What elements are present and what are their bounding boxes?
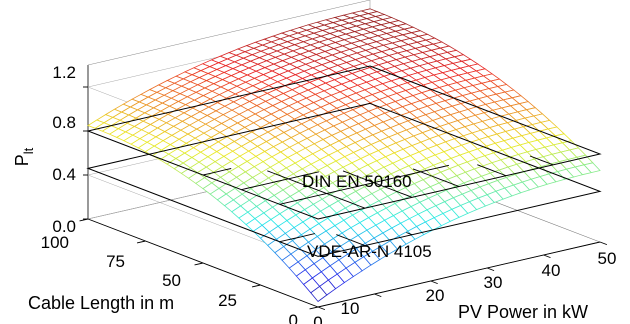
x-tick-mark: [487, 267, 495, 272]
threshold-plane-gridline: [267, 170, 366, 209]
y-tick-mark: [251, 284, 261, 288]
surface-cell: [310, 285, 328, 303]
threshold-plane-gridline: [279, 233, 316, 243]
x-axis-ticks: 0 10 20 30 40 50: [313, 249, 616, 324]
threshold-plane-gridline: [529, 155, 554, 166]
threshold-plane-gridline: [241, 171, 319, 191]
x-tick-label: 40: [542, 261, 561, 280]
x-tick-label: 30: [484, 273, 503, 292]
y-tick-label: 75: [106, 252, 125, 271]
x-axis-line: [317, 241, 601, 308]
threshold-planes: [86, 65, 602, 257]
x-tick-mark: [543, 254, 551, 259]
x-tick-label: 20: [426, 286, 445, 305]
z-tick-label: 0.4: [52, 165, 76, 184]
z-tick-label: 1.2: [52, 63, 76, 82]
surface-mesh: [87, 8, 601, 303]
z-tick-label: 0.0: [52, 217, 76, 236]
z-axis-ticks: 0.0 0.4 0.8 1.2: [52, 63, 76, 236]
din-en-50160-annotation: DIN EN 50160: [302, 172, 412, 191]
z-axis-label: Plt: [12, 147, 36, 166]
threshold-plane-gridline: [342, 170, 413, 198]
z-tick-label: 0.8: [52, 113, 76, 132]
z-axis-label-subscript: lt: [21, 147, 36, 154]
threshold-plane-gridline: [477, 164, 507, 177]
threshold-plane-gridline: [202, 168, 232, 176]
x-tick-label: 0: [313, 313, 322, 324]
x-tick-label: 10: [341, 299, 360, 318]
y-tick-label: 25: [218, 291, 237, 310]
y-tick-label: 0: [289, 311, 298, 324]
x-axis-label: PV Power in kW: [458, 302, 588, 322]
tick-marks: [79, 86, 608, 311]
y-tick-mark: [309, 306, 319, 310]
y-tick-mark: [194, 262, 204, 266]
threshold-plane-gridline: [336, 234, 366, 247]
x-tick-label: 50: [598, 249, 617, 268]
threshold-plane-outline: [86, 102, 602, 257]
x-tick-mark: [317, 306, 326, 311]
back-top-edge: [87, 0, 371, 66]
y-tick-label: 100: [41, 233, 69, 252]
z-axis-label-main: P: [12, 154, 32, 166]
y-tick-label: 50: [162, 271, 181, 290]
x-tick-mark: [430, 280, 438, 285]
vde-ar-n-4105-annotation: VDE-AR-N 4105: [307, 242, 432, 261]
threshold-plane-gridline: [279, 164, 450, 205]
y-axis-label: Cable Length in m: [28, 293, 174, 313]
y-axis-ticks: 100 75 50 25 0: [41, 233, 298, 324]
y-tick-mark: [136, 240, 146, 244]
x-tick-mark: [599, 241, 608, 246]
threshold-plane-gridline: [406, 232, 413, 236]
x-tick-mark: [374, 293, 382, 298]
